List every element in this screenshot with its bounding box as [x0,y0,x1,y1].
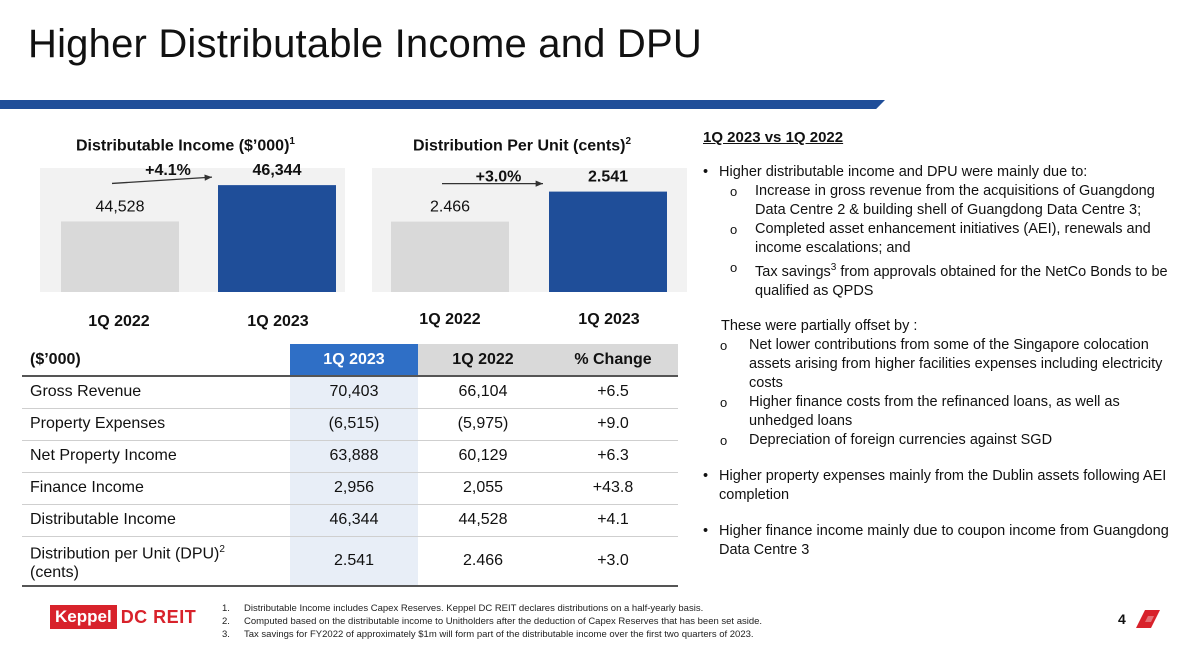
bar-1q-2023 [218,185,336,292]
dpu-label-line1: Distribution per Unit (DPU) [30,544,220,562]
table-cell-change: +4.1 [548,504,678,537]
bullet-item: Higher property expenses mainly from the… [703,467,1183,505]
table-cell-1q2023: 46,344 [290,504,418,537]
chart1-title-footnote: 1 [289,136,295,147]
footnote-item: 2. Computed based on the distributable in… [222,615,762,628]
table-cell-label: Property Expenses [22,408,290,441]
table-cell-1q2022: 44,528 [418,504,548,537]
tax-savings-footnote: 3 [830,262,837,273]
table-header-1q2022: 1Q 2022 [418,344,548,377]
chart1-title-text: Distributable Income ($’000) [76,137,290,155]
bar-1q-2022 [61,221,179,292]
footnote-number: 3. [222,629,230,640]
bar-1q-2023 [549,191,667,292]
logo-keppel: Keppel [50,605,117,629]
tax-savings-rest: from approvals obtained for the NetCo Bo… [755,263,1168,299]
table-row: Distributable Income 46,344 44,528 +4.1 [22,504,678,537]
sub-bullet-item: Increase in gross revenue from the acqui… [703,182,1183,220]
table-row: Gross Revenue 70,403 66,104 +6.5 [22,376,678,409]
chart2-category-label: 1Q 2023 [578,311,640,328]
table-header-unit: ($’000) [22,344,290,377]
chart2-title-footnote: 2 [625,136,632,147]
table-cell-change: +43.8 [548,472,678,505]
table-row: Distribution per Unit (DPU)2 (cents) 2.5… [22,536,678,587]
bar-value-label: 44,528 [96,198,145,215]
table-row: Finance Income 2,956 2,055 +43.8 [22,472,678,505]
table-cell-label: Distributable Income [22,504,290,537]
table-row: Property Expenses (6,515) (5,975) +9.0 [22,408,678,441]
table-cell-change: +6.5 [548,376,678,409]
table-cell-1q2023: 2,956 [290,472,418,505]
table-header-row: ($’000) 1Q 2023 1Q 2022 % Change [22,344,678,377]
dpu-label-line2: (cents) [30,563,79,581]
footnote-item: 3. Tax savings for FY2022 of approximatel… [222,628,762,641]
table-cell-1q2023: 70,403 [290,376,418,409]
table-header-1q2023: 1Q 2023 [290,344,418,377]
table-cell-1q2022: 2.466 [418,536,548,587]
table-cell-label: Finance Income [22,472,290,505]
sub-bullet-item: Net lower contributions from some of the… [703,336,1183,393]
commentary-panel: 1Q 2023 vs 1Q 2022 Higher distributable … [703,128,1183,560]
table-row: Net Property Income 63,888 60,129 +6.3 [22,440,678,473]
growth-annotation: +4.1% [145,162,191,179]
table-cell-change: +3.0 [548,536,678,587]
table-cell-label: Distribution per Unit (DPU)2 (cents) [22,536,290,587]
table-cell-label: Gross Revenue [22,376,290,409]
table-cell-1q2023: (6,515) [290,408,418,441]
table-cell-1q2023: 2.541 [290,536,418,587]
growth-arrow-line [111,176,213,185]
growth-arrow-head [535,180,543,187]
bullet-item: Higher finance income mainly due to coup… [703,522,1183,560]
chart2-category-label: 1Q 2022 [419,311,481,328]
footnote-text: Computed based on the distributable inco… [244,616,763,627]
title-accent-bar [0,100,885,109]
table-cell-label: Net Property Income [22,440,290,473]
table-cell-1q2023: 63,888 [290,440,418,473]
page-title: Higher Distributable Income and DPU [28,22,702,66]
brand-slash-mark-icon [1136,610,1160,628]
sub-bullet-item: Tax savings3 from approvals obtained for… [703,258,1183,301]
tax-savings-text: Tax savings [755,263,831,280]
table-cell-change: +9.0 [548,408,678,441]
page-number: 4 [1118,611,1126,627]
table-header-change: % Change [548,344,678,377]
footnote-item: 1. Distributable Income includes Capex Re… [222,602,762,615]
sub-bullet-item: Depreciation of foreign currencies again… [703,431,1183,450]
sub-bullet-item: Higher finance costs from the refinanced… [703,393,1183,431]
chart1-title: Distributable Income ($’000)1 [76,136,295,155]
footnotes: 1. Distributable Income includes Capex Re… [222,602,762,641]
commentary-heading: 1Q 2023 vs 1Q 2022 [703,129,844,146]
chart1-svg: 44,528 46,344 +4.1% [61,162,336,292]
sub-bullet-item: Completed asset enhancement initiatives … [703,220,1183,258]
bar-value-label: 2.466 [430,199,470,216]
growth-annotation: +3.0% [476,169,522,186]
footnote-text: Tax savings for FY2022 of approximately … [244,629,754,640]
footnote-text: Distributable Income includes Capex Rese… [244,603,704,614]
dpu-label-footnote: 2 [219,543,225,555]
growth-arrow-head [204,174,212,181]
chart1-category-label: 1Q 2023 [247,313,309,330]
chart1-category-label: 1Q 2022 [88,313,150,330]
table-cell-1q2022: (5,975) [418,408,548,441]
chart2-svg: 2.466 2.541 +3.0% [391,169,667,292]
footnote-number: 2. [222,616,230,627]
bar-value-label: 2.541 [588,169,628,186]
table-cell-1q2022: 2,055 [418,472,548,505]
bar-value-label: 46,344 [253,162,302,179]
table-cell-1q2022: 66,104 [418,376,548,409]
chart2-title-text: Distribution Per Unit (cents) [413,137,626,155]
partial-offset-heading: These were partially offset by : [721,317,918,334]
financial-table: ($’000) 1Q 2023 1Q 2022 % Change Gross R… [22,344,678,587]
table-cell-1q2022: 60,129 [418,440,548,473]
table-cell-change: +6.3 [548,440,678,473]
chart2-title: Distribution Per Unit (cents)2 [413,136,631,155]
logo-dc-reit: DC REIT [120,606,197,627]
keppel-dc-reit-logo: Keppel DC REIT [50,605,196,629]
bar-1q-2022 [391,221,509,292]
footnote-number: 1. [222,603,230,614]
bullet-item: Higher distributable income and DPU were… [703,163,1183,182]
